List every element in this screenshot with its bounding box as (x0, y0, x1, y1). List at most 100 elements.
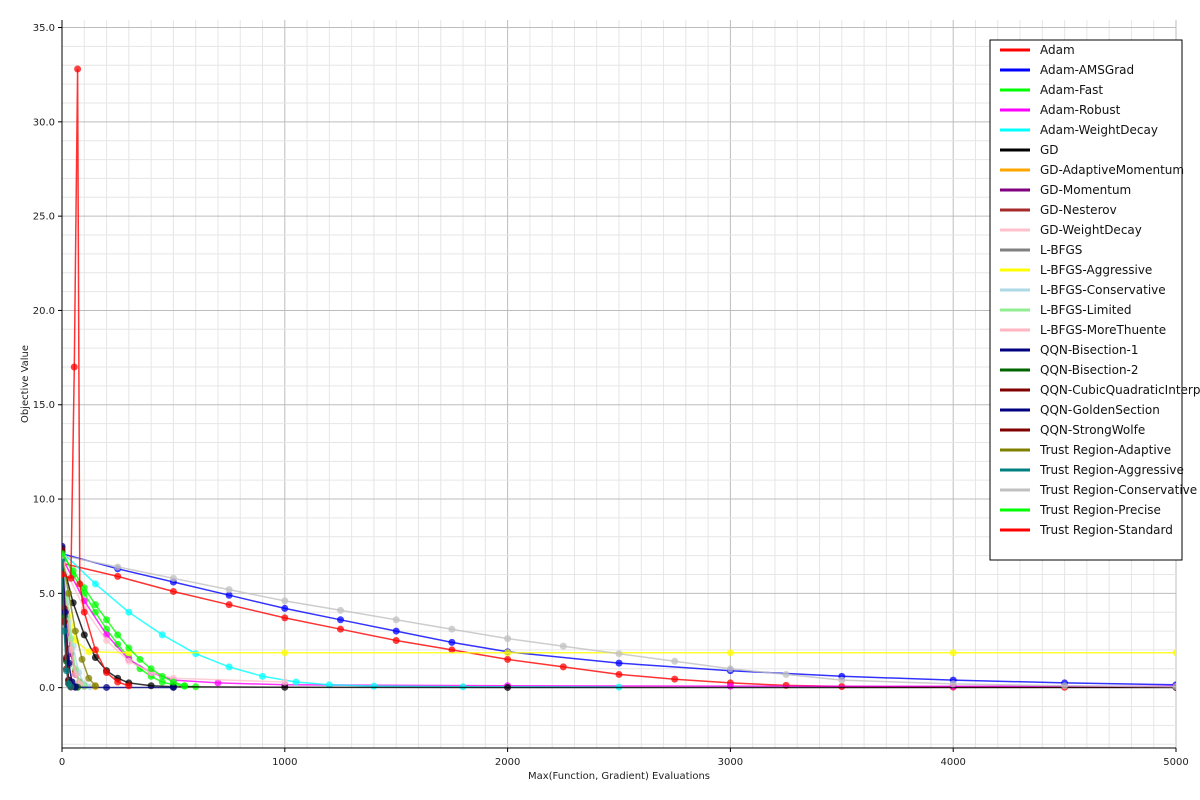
x-tick-label: 4000 (940, 757, 965, 768)
series-group (62, 65, 1176, 691)
data-point (169, 574, 177, 582)
x-axis-title: Max(Function, Gradient) Evaluations (528, 771, 710, 782)
data-point (114, 678, 122, 686)
y-tick-label: 15.0 (33, 400, 55, 411)
data-point (169, 683, 177, 691)
legend-label: Adam-Fast (1040, 83, 1103, 97)
data-point (158, 678, 166, 686)
data-point (504, 635, 512, 643)
data-point (292, 678, 300, 686)
data-point (103, 631, 111, 639)
data-point (67, 635, 75, 643)
legend-label: Trust Region-Aggressive (1039, 463, 1184, 477)
data-point (392, 627, 400, 635)
legend-label: GD-Nesterov (1040, 203, 1117, 217)
x-tick-label: 2000 (495, 757, 520, 768)
series-line (62, 554, 1176, 688)
data-point (448, 625, 456, 633)
data-point (91, 653, 99, 661)
data-point (459, 683, 467, 691)
data-point (62, 667, 70, 675)
x-tick-label: 1000 (272, 757, 297, 768)
data-point (71, 627, 79, 635)
y-tick-label: 30.0 (33, 117, 55, 128)
legend-label: QQN-Bisection-2 (1040, 363, 1139, 377)
series-line (62, 551, 620, 688)
series-line (62, 559, 1176, 689)
data-point (91, 601, 99, 609)
legend-label: Trust Region-Conservative (1039, 483, 1197, 497)
data-point (504, 683, 512, 691)
data-point (71, 670, 79, 678)
legend-label: L-BFGS (1040, 243, 1082, 257)
data-point (559, 642, 567, 650)
data-point (181, 682, 189, 690)
series-22 (62, 552, 1176, 691)
legend-label: QQN-CubicQuadraticInterpolation (1040, 383, 1200, 397)
legend: Adam Adam-AMSGrad Adam-Fast Adam-Robust Adam… (989, 39, 1200, 561)
data-point (337, 606, 344, 614)
series-line (62, 557, 1176, 688)
data-point (103, 636, 111, 644)
data-point (448, 638, 456, 646)
data-point (225, 663, 233, 671)
data-point (91, 682, 99, 690)
legend-label: Adam-WeightDecay (1040, 123, 1158, 137)
data-point (78, 655, 86, 663)
data-point (325, 681, 333, 689)
data-point (158, 631, 166, 639)
legend-box (989, 39, 1183, 561)
data-point (91, 580, 99, 588)
data-point (281, 649, 289, 657)
y-tick-label: 20.0 (33, 306, 55, 317)
data-point (949, 680, 957, 688)
legend-label: QQN-Bisection-1 (1040, 343, 1139, 357)
legend-label: L-BFGS-MoreThuente (1040, 323, 1166, 337)
legend-label: Trust Region-Adaptive (1039, 443, 1171, 457)
legend-label: QQN-GoldenSection (1040, 403, 1160, 417)
data-point (225, 601, 233, 609)
legend-label: Trust Region-Standard (1039, 523, 1173, 537)
data-point (114, 631, 122, 639)
legend-label: GD-Momentum (1040, 183, 1131, 197)
data-point (62, 570, 66, 578)
series-line (62, 68, 130, 687)
legend-label: QQN-StrongWolfe (1040, 423, 1145, 437)
data-point (136, 655, 144, 663)
y-axis-title: Objective Value (20, 345, 31, 423)
data-point (615, 670, 623, 678)
grid (61, 20, 1177, 748)
data-point (67, 646, 75, 654)
data-point (147, 665, 155, 673)
x-tick-label: 5000 (1163, 757, 1188, 768)
data-point (74, 65, 82, 73)
data-point (70, 363, 78, 371)
data-point (65, 589, 73, 597)
data-point (615, 659, 623, 667)
legend-label: L-BFGS-Aggressive (1040, 263, 1152, 277)
data-point (225, 586, 233, 594)
data-point (370, 682, 378, 690)
data-point (62, 550, 66, 558)
data-point (726, 682, 734, 690)
data-point (337, 625, 344, 633)
data-point (125, 608, 133, 616)
data-point (949, 649, 957, 657)
data-point (1061, 682, 1069, 690)
data-point (80, 608, 88, 616)
data-point (392, 616, 400, 624)
data-point (67, 683, 75, 691)
data-point (125, 644, 133, 652)
data-point (782, 670, 790, 678)
data-point (671, 657, 679, 665)
data-point (103, 616, 111, 624)
y-tick-label: 10.0 (33, 495, 55, 506)
legend-label: Adam-AMSGrad (1040, 63, 1134, 77)
data-point (392, 636, 400, 644)
y-tick-label: 5.0 (39, 589, 55, 600)
data-point (169, 678, 177, 686)
data-point (448, 646, 456, 654)
data-point (67, 574, 75, 582)
data-point (125, 682, 133, 690)
